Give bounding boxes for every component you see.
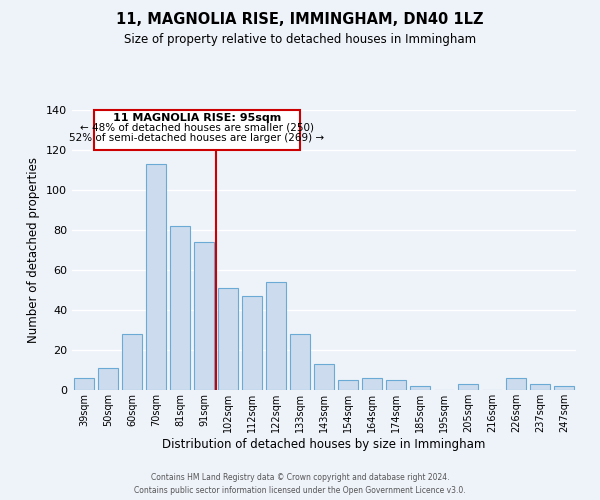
Text: ← 48% of detached houses are smaller (250): ← 48% of detached houses are smaller (25… <box>80 123 314 133</box>
Bar <box>290 334 310 390</box>
Bar <box>458 384 478 390</box>
Bar <box>362 378 382 390</box>
Bar <box>410 386 430 390</box>
Bar <box>506 378 526 390</box>
Bar <box>314 364 334 390</box>
Bar <box>386 380 406 390</box>
Text: Contains HM Land Registry data © Crown copyright and database right 2024.: Contains HM Land Registry data © Crown c… <box>151 472 449 482</box>
Bar <box>338 380 358 390</box>
Text: 52% of semi-detached houses are larger (269) →: 52% of semi-detached houses are larger (… <box>69 133 325 143</box>
Text: Size of property relative to detached houses in Immingham: Size of property relative to detached ho… <box>124 32 476 46</box>
Bar <box>98 368 118 390</box>
Bar <box>146 164 166 390</box>
Bar <box>530 384 550 390</box>
Text: Contains public sector information licensed under the Open Government Licence v3: Contains public sector information licen… <box>134 486 466 495</box>
Bar <box>218 288 238 390</box>
Bar <box>242 296 262 390</box>
Bar <box>194 242 214 390</box>
Bar <box>122 334 142 390</box>
Text: 11 MAGNOLIA RISE: 95sqm: 11 MAGNOLIA RISE: 95sqm <box>113 113 281 123</box>
Bar <box>74 378 94 390</box>
Y-axis label: Number of detached properties: Number of detached properties <box>28 157 40 343</box>
Bar <box>94 110 300 150</box>
Text: 11, MAGNOLIA RISE, IMMINGHAM, DN40 1LZ: 11, MAGNOLIA RISE, IMMINGHAM, DN40 1LZ <box>116 12 484 28</box>
X-axis label: Distribution of detached houses by size in Immingham: Distribution of detached houses by size … <box>163 438 485 450</box>
Bar <box>266 282 286 390</box>
Bar <box>554 386 574 390</box>
Bar <box>170 226 190 390</box>
